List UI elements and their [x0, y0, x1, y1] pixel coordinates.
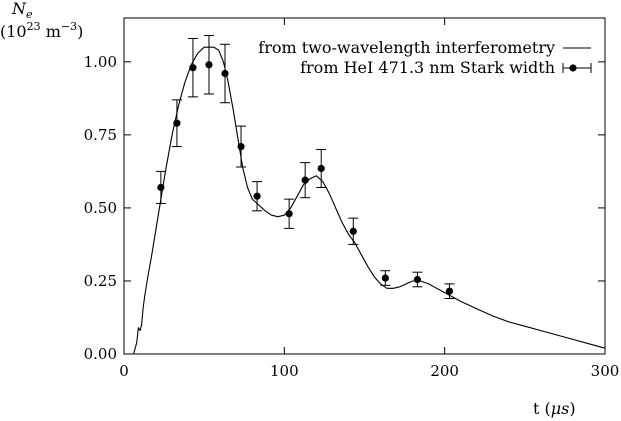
data-point	[348, 217, 359, 245]
point-marker	[285, 210, 293, 218]
x-label-unit: s	[561, 399, 569, 418]
x-axis-label: t (μs)	[533, 399, 576, 418]
x-label-suffix: )	[569, 399, 575, 418]
y-tick-label: 1.00	[84, 53, 117, 71]
y-axis-label: Ne	[11, 0, 33, 21]
y-unit-end: )	[77, 22, 83, 41]
point-marker	[413, 275, 422, 284]
data-point	[380, 270, 391, 286]
data-point	[412, 271, 423, 288]
y-tick-label: 0.00	[84, 345, 117, 363]
legend-label-interferometry: from two-wavelength interferometry	[258, 38, 555, 57]
data-point	[236, 125, 247, 168]
data-point	[284, 198, 295, 229]
data-point	[316, 148, 327, 188]
x-tick-label: 300	[591, 362, 620, 380]
point-marker	[445, 287, 454, 295]
x-tick-label: 200	[430, 362, 459, 380]
point-marker	[317, 164, 325, 173]
point-marker	[237, 142, 245, 151]
y-unit-exp: 23	[27, 20, 41, 33]
y-tick-label: 0.25	[84, 272, 117, 290]
data-point	[220, 43, 231, 104]
plot-border	[123, 17, 606, 355]
y-unit-mid: m	[41, 22, 61, 41]
x-tick-label: 100	[270, 362, 299, 380]
data-point	[155, 170, 166, 205]
data-point	[444, 283, 455, 299]
data-point	[187, 37, 198, 98]
data-point	[252, 181, 263, 212]
y-tick-label: 0.50	[84, 199, 117, 217]
point-marker	[253, 192, 261, 200]
point-marker	[221, 69, 229, 78]
legend-point-sample	[569, 64, 577, 72]
series-interferometry	[133, 46, 606, 355]
y-unit-exp2: −3	[61, 20, 77, 33]
data-point	[171, 99, 182, 148]
point-marker	[301, 176, 309, 184]
y-axis-unit: (1023 m−3)	[0, 20, 83, 41]
data-point	[203, 35, 214, 95]
point-marker	[205, 61, 213, 69]
point-marker	[173, 119, 181, 127]
series-stark-width	[155, 35, 455, 299]
point-marker	[381, 274, 389, 282]
x-tick-label: 0	[119, 362, 129, 380]
point-marker	[189, 64, 197, 72]
y-unit-base: (10	[0, 22, 27, 41]
point-marker	[349, 227, 357, 235]
y-axis-subscript: e	[26, 8, 33, 21]
y-axis: 0.00 0.25 0.50 0.75 1.00	[84, 53, 605, 363]
point-marker	[157, 183, 165, 192]
x-axis: 0 100 200 300	[119, 18, 619, 380]
data-point	[300, 162, 311, 199]
y-axis-symbol: N	[11, 0, 27, 18]
x-label-mu: μ	[551, 399, 561, 418]
x-label-prefix: t (	[533, 399, 551, 418]
y-tick-label: 0.75	[84, 126, 117, 144]
interferometry-line	[133, 46, 606, 355]
plot-frame	[123, 17, 606, 355]
legend-label-stark: from HeI 471.3 nm Stark width	[300, 58, 555, 77]
